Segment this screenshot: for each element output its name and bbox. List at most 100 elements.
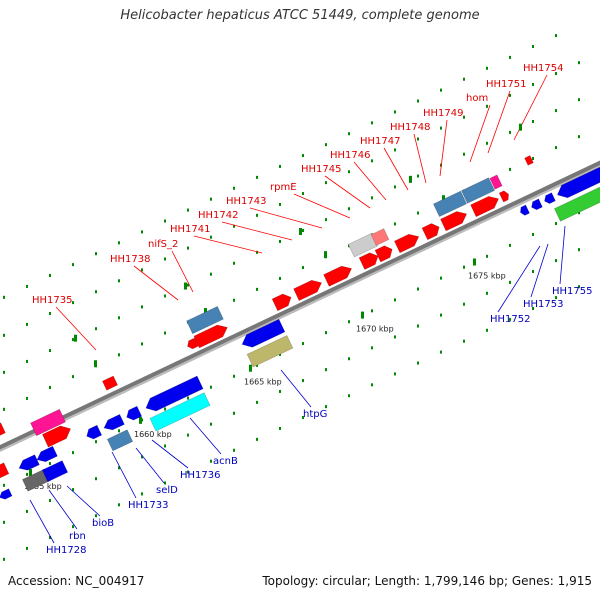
tick-dot <box>141 492 143 496</box>
tick-dot <box>164 294 166 298</box>
tick-dot <box>49 312 51 316</box>
tick-dot <box>26 509 28 513</box>
tick-dot <box>302 379 304 383</box>
tick-dot <box>325 331 327 335</box>
gene-arrow <box>421 223 440 241</box>
tick-dot <box>417 174 419 178</box>
gene-arrow <box>432 190 467 217</box>
major-tick <box>361 311 364 319</box>
gene-arrow <box>531 198 543 211</box>
tick-dot <box>49 274 51 278</box>
tick-dot <box>532 82 534 86</box>
tick-dot <box>72 338 74 342</box>
tick-dot <box>394 222 396 226</box>
gene-label: htpG <box>303 409 327 420</box>
gene-label: HH1733 <box>128 500 169 511</box>
tick-dot <box>233 411 235 415</box>
tick-dot <box>417 99 419 103</box>
connector-line <box>497 245 541 313</box>
gene-arrow <box>106 429 134 452</box>
connector-line <box>133 265 179 301</box>
tick-dot <box>463 302 465 306</box>
tick-dot <box>164 481 166 485</box>
tick-dot <box>164 257 166 261</box>
tick-dot <box>302 342 304 346</box>
tick-dot <box>279 426 281 430</box>
gene-label: acnB <box>213 456 238 467</box>
tick-dot <box>509 130 511 134</box>
tick-dot <box>72 451 74 455</box>
tick-dot <box>486 291 488 295</box>
connector-line <box>413 133 427 184</box>
gene-arrow <box>489 174 503 190</box>
connector-line <box>48 489 78 530</box>
tick-dot <box>394 110 396 114</box>
gene-arrow <box>186 306 224 335</box>
tick-dot <box>463 77 465 81</box>
gene-arrow <box>470 196 500 218</box>
tick-dot <box>210 197 212 201</box>
major-tick <box>29 469 32 477</box>
minor-ticks <box>3 34 580 561</box>
feature-labels: HH1735 HH1738 nifS_2 HH1741 HH1742 HH1743rpmE… <box>32 63 593 556</box>
accession-text: Accession: NC_004917 <box>8 574 145 588</box>
tick-dot <box>233 261 235 265</box>
tick-dot <box>279 239 281 243</box>
tick-dot <box>440 88 442 92</box>
tick-dot <box>118 353 120 357</box>
major-tick <box>324 251 327 259</box>
tick-dot <box>164 444 166 448</box>
gene-arrow <box>323 265 353 287</box>
gene-label: HH1754 <box>523 63 564 74</box>
tick-dot <box>187 470 189 474</box>
tick-dot <box>417 324 419 328</box>
major-tick <box>519 123 522 131</box>
tick-dot <box>3 557 5 561</box>
gene-features <box>0 155 600 500</box>
tick-dot <box>302 416 304 420</box>
gene-arrow <box>193 324 228 349</box>
tick-dot <box>118 316 120 320</box>
tick-dot <box>555 109 557 113</box>
tick-dot <box>49 462 51 466</box>
tick-dot <box>141 455 143 459</box>
tick-dot <box>463 265 465 269</box>
tick-dot <box>95 252 97 256</box>
tick-dot <box>578 211 580 215</box>
gene-label: HH1746 <box>330 150 371 161</box>
tick-dot <box>325 181 327 185</box>
tick-dot <box>26 546 28 550</box>
tick-dot <box>72 375 74 379</box>
tick-dot <box>509 55 511 59</box>
tick-dot <box>486 141 488 145</box>
tick-dot <box>141 230 143 234</box>
tick-dot <box>578 135 580 139</box>
gene-arrow <box>126 405 143 421</box>
tick-dot <box>26 284 28 288</box>
gene-arrow <box>370 228 390 246</box>
gene-arrow <box>30 408 66 437</box>
tick-dot <box>187 283 189 287</box>
tick-dot <box>233 298 235 302</box>
gene-arrow <box>86 424 103 440</box>
tick-dot <box>279 202 281 206</box>
connector-line <box>559 225 566 285</box>
connector-line <box>151 439 189 469</box>
tick-dot <box>325 143 327 147</box>
tick-dot <box>210 385 212 389</box>
gene-arrow <box>41 460 69 483</box>
gene-label: HH1742 <box>198 210 239 221</box>
tick-dot <box>440 350 442 354</box>
tick-dot <box>3 370 5 374</box>
tick-dot <box>187 246 189 250</box>
gene-label: selD <box>156 485 178 496</box>
gene-label: rpmE <box>270 182 297 193</box>
major-tick <box>139 416 142 424</box>
gene-label: HH1752 <box>490 314 531 325</box>
connector-line <box>469 104 491 163</box>
gene-arrow <box>293 279 323 302</box>
tick-dot <box>187 396 189 400</box>
connector-line <box>293 193 351 219</box>
tick-dot <box>49 499 51 503</box>
